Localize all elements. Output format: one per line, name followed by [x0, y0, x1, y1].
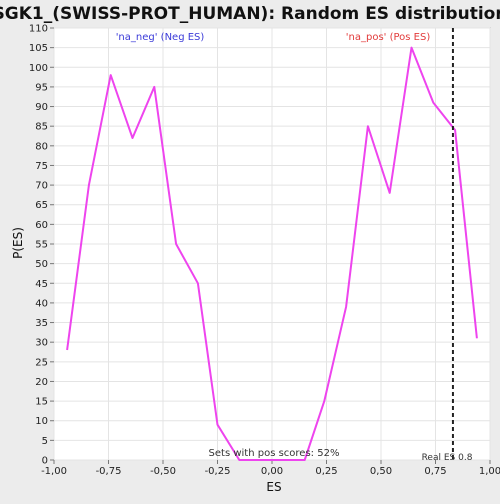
x-tick-label: -0,75 — [96, 466, 122, 477]
x-axis-label: ES — [266, 480, 281, 494]
pos-scores-annotation: Sets with pos scores: 52% — [209, 448, 340, 459]
y-tick-label: 0 — [42, 456, 48, 467]
x-tick-label: 0,75 — [424, 466, 446, 477]
series-layer — [66, 46, 478, 461]
y-tick-label: 60 — [35, 220, 48, 231]
legend-neg-es: 'na_neg' (Neg ES) — [116, 32, 205, 43]
y-tick-label: 30 — [35, 338, 48, 349]
y-tick-label: 75 — [35, 161, 48, 172]
x-tick-label: -1,00 — [41, 466, 67, 477]
y-tick-label: 5 — [42, 436, 48, 447]
x-tick-label: 0,00 — [261, 466, 283, 477]
x-tick-label: 0,25 — [315, 466, 337, 477]
y-tick-label: 80 — [35, 141, 48, 152]
y-tick-label: 105 — [29, 43, 48, 54]
y-tick-label: 10 — [35, 416, 48, 427]
x-tick-label: 0,50 — [370, 466, 392, 477]
y-tick-label: 25 — [35, 357, 48, 368]
y-tick-label: 55 — [35, 240, 48, 251]
x-tick-label: -0,25 — [205, 466, 231, 477]
y-tick-label: 35 — [35, 318, 48, 329]
y-tick-label: 45 — [35, 279, 48, 290]
y-axis-label: P(ES) — [11, 227, 25, 259]
series-line — [66, 46, 478, 461]
y-tick-label: 85 — [35, 122, 48, 133]
y-tick-label: 95 — [35, 82, 48, 93]
legend-pos-es: 'na_pos' (Pos ES) — [346, 32, 431, 43]
real-es-label: Real ES 0.8 — [422, 453, 473, 463]
axis-ticks: 0 5 10 15 20 25 30 35 40 45 50 55 60 65 70 75 80 85 90 95 10… — [29, 24, 500, 478]
y-tick-label: 110 — [29, 24, 48, 35]
y-tick-label: 40 — [35, 298, 48, 309]
y-tick-label: 50 — [35, 259, 48, 270]
y-tick-label: 20 — [35, 377, 48, 388]
y-tick-label: 100 — [29, 63, 48, 74]
chart-title: SGK1_(SWISS-PROT_HUMAN): Random ES distr… — [0, 4, 500, 24]
x-tick-label: -0,50 — [150, 466, 176, 477]
y-tick-label: 90 — [35, 102, 48, 113]
y-tick-label: 70 — [35, 181, 48, 192]
grid-lines — [53, 27, 491, 461]
y-tick-label: 65 — [35, 200, 48, 211]
x-tick-label: 1,00 — [479, 466, 500, 477]
y-tick-label: 15 — [35, 397, 48, 408]
